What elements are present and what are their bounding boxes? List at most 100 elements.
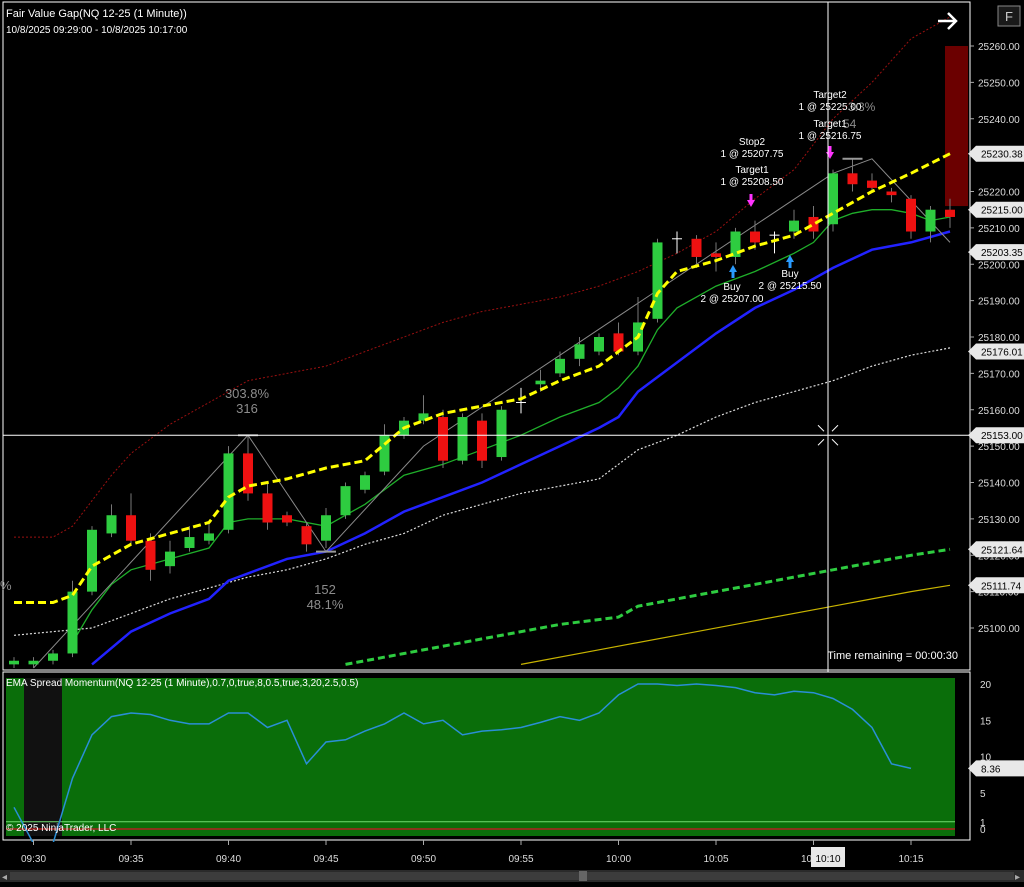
scrollbar-track[interactable] — [10, 872, 1014, 880]
price-panel-frame — [2, 1, 971, 671]
candle-body — [301, 526, 312, 545]
time-crosshair-label: 10:10 — [815, 854, 840, 865]
candle — [925, 206, 936, 243]
candle-body — [457, 417, 468, 461]
order-label: Target2 — [813, 90, 847, 101]
price-tick-label: 25260.00 — [978, 42, 1020, 53]
indicator-background — [6, 678, 955, 836]
indicator-panel[interactable]: EMA Spread Momentum(NQ 12-25 (1 Minute),… — [2, 671, 971, 845]
time-tick-label: 09:40 — [216, 854, 241, 865]
candle-body — [360, 475, 370, 490]
cursor-crosshair-icon — [817, 438, 825, 446]
candle — [438, 409, 448, 468]
arrow-stem — [788, 262, 792, 268]
arrow-stem — [828, 146, 832, 152]
price-tick-label: 25250.00 — [978, 78, 1020, 89]
candle — [262, 482, 273, 530]
slow-ema-line — [91, 230, 951, 666]
price-marker-text: 25176.01 — [981, 348, 1023, 359]
price-tick-label: 25210.00 — [978, 224, 1020, 235]
candle-body — [496, 409, 507, 458]
candle — [906, 195, 916, 239]
candle-body — [925, 209, 936, 232]
candle-body — [165, 551, 175, 567]
buy-arrow-icon — [729, 265, 737, 272]
corner-button[interactable] — [997, 5, 1021, 27]
candle — [516, 387, 526, 414]
price-tick-label: 25200.00 — [978, 260, 1020, 271]
indicator-tick-label: 15 — [980, 716, 992, 727]
candle — [301, 522, 312, 552]
arrow-head[interactable] — [947, 12, 958, 30]
indicator-value-text: 8.36 — [981, 764, 1001, 775]
white-dotted-ema-line — [13, 347, 951, 636]
candle — [769, 231, 780, 254]
copyright-text: © 2025 NinjaTrader, LLC — [6, 823, 116, 834]
price-tick-label: 25190.00 — [978, 297, 1020, 308]
candle — [808, 206, 819, 239]
candle-body — [535, 380, 546, 385]
candle — [360, 471, 370, 494]
candle — [184, 526, 195, 552]
candle-body — [886, 191, 897, 196]
candle — [145, 533, 156, 581]
order-label: Target1 — [735, 165, 769, 176]
price-marker-label: 25176.01 — [968, 343, 1024, 360]
price-tick-label: 25160.00 — [978, 406, 1020, 417]
price-marker-text: 25121.64 — [981, 545, 1023, 556]
candle-body — [145, 540, 156, 570]
candle — [867, 173, 877, 192]
price-marker-label: 25203.35 — [968, 244, 1024, 261]
price-marker-label: 25215.00 — [968, 201, 1024, 218]
chart-title: Fair Value Gap(NQ 12-25 (1 Minute)) — [6, 8, 187, 20]
indicator-dark-zone — [24, 678, 62, 836]
candle — [730, 227, 741, 265]
candle — [9, 657, 19, 669]
indicator-title: EMA Spread Momentum(NQ 12-25 (1 Minute),… — [6, 678, 358, 689]
candle — [28, 657, 39, 669]
scrollbar-thumb[interactable] — [579, 871, 587, 881]
candle — [847, 158, 858, 192]
candle — [828, 169, 838, 232]
candle-body — [652, 242, 663, 319]
candle — [535, 369, 546, 392]
upper-band-line — [14, 16, 951, 538]
indicator-tick-label: 1 — [980, 818, 986, 829]
price-tick-label: 25180.00 — [978, 333, 1020, 344]
scroll-left-icon[interactable]: ◂ — [2, 872, 7, 883]
swing-high-value: 316 — [236, 401, 258, 416]
order-detail: 1 @ 25207.75 — [721, 149, 784, 160]
candle — [691, 235, 702, 268]
candle — [282, 511, 292, 527]
candle-body — [28, 660, 39, 665]
candle-body — [67, 591, 78, 654]
price-marker-bg — [968, 201, 1024, 218]
candle-body — [126, 515, 136, 541]
candle — [126, 493, 136, 545]
order-label: Target1 — [813, 119, 847, 130]
price-marker-text: 25111.74 — [981, 581, 1022, 592]
candle — [48, 649, 58, 665]
candle — [340, 482, 351, 519]
candle-body — [223, 453, 234, 530]
price-marker-text: 25230.38 — [981, 150, 1023, 161]
price-panel[interactable] — [2, 1, 971, 840]
scroll-right-icon[interactable]: ▸ — [1015, 872, 1020, 883]
candle-body — [613, 333, 624, 352]
time-tick-label: 09:35 — [118, 854, 143, 865]
candle-body — [262, 493, 273, 523]
cursor-crosshair-icon — [831, 438, 839, 446]
candle-body — [48, 653, 58, 661]
fvg-zone — [945, 46, 968, 207]
axes: 25260.0025250.0025240.0025230.0025220.00… — [0, 42, 1024, 883]
price-marker-bg — [968, 577, 1024, 594]
candle-body — [87, 529, 97, 592]
left-edge-text-fragment: % — [0, 578, 12, 593]
candle — [886, 187, 897, 203]
candle — [321, 507, 331, 548]
price-marker-bg — [968, 244, 1024, 261]
corner-button-label[interactable]: F — [1005, 9, 1013, 24]
candle-body — [691, 238, 702, 257]
arrow-right-icon[interactable] — [938, 12, 958, 30]
order-label: Buy — [781, 269, 798, 280]
